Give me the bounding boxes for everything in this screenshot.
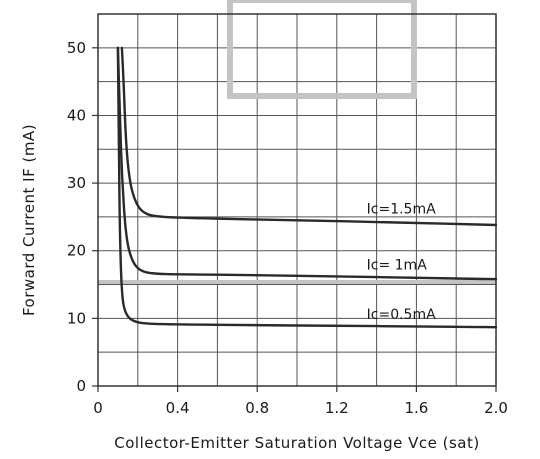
- highlight-overlay: [98, 0, 496, 284]
- x-tick-label: 2.0: [484, 399, 508, 417]
- x-axis-title: Collector-Emitter Saturation Voltage Vce…: [114, 434, 479, 452]
- x-tick-label: 0: [93, 399, 103, 417]
- y-tick-label: 40: [67, 106, 86, 124]
- y-axis-ticks: 0 10 20 30 40 50: [67, 39, 98, 395]
- series-curves: [116, 46, 498, 329]
- series-line-2: [116, 46, 498, 329]
- series-line-1: [116, 46, 498, 281]
- y-tick-label: 0: [76, 377, 86, 395]
- x-tick-label: 0.4: [166, 399, 190, 417]
- series-label-0: Ic=1.5mA: [367, 201, 436, 217]
- y-tick-label: 30: [67, 174, 86, 192]
- highlight-box: [227, 0, 417, 99]
- plot-frame: [97, 13, 497, 387]
- x-tick-label: 1.6: [404, 399, 428, 417]
- series-label-2: Ic=0.5mA: [367, 307, 436, 323]
- series-line-0: [120, 46, 498, 227]
- y-tick-label: 50: [67, 39, 86, 57]
- x-tick-label: 1.2: [325, 399, 349, 417]
- x-axis-ticks: 0 0.4 0.8 1.2 1.6 2.0: [93, 386, 508, 417]
- y-tick-label: 20: [67, 242, 86, 260]
- plot-border: [97, 13, 497, 387]
- y-tick-label: 10: [67, 309, 86, 327]
- y-axis-title: Forward Current IF (mA): [20, 124, 38, 316]
- x-tick-label: 0.8: [245, 399, 269, 417]
- grid: [98, 14, 496, 386]
- series-labels: Ic=1.5mA Ic= 1mA Ic=0.5mA: [367, 201, 436, 323]
- series-label-1: Ic= 1mA: [367, 257, 428, 273]
